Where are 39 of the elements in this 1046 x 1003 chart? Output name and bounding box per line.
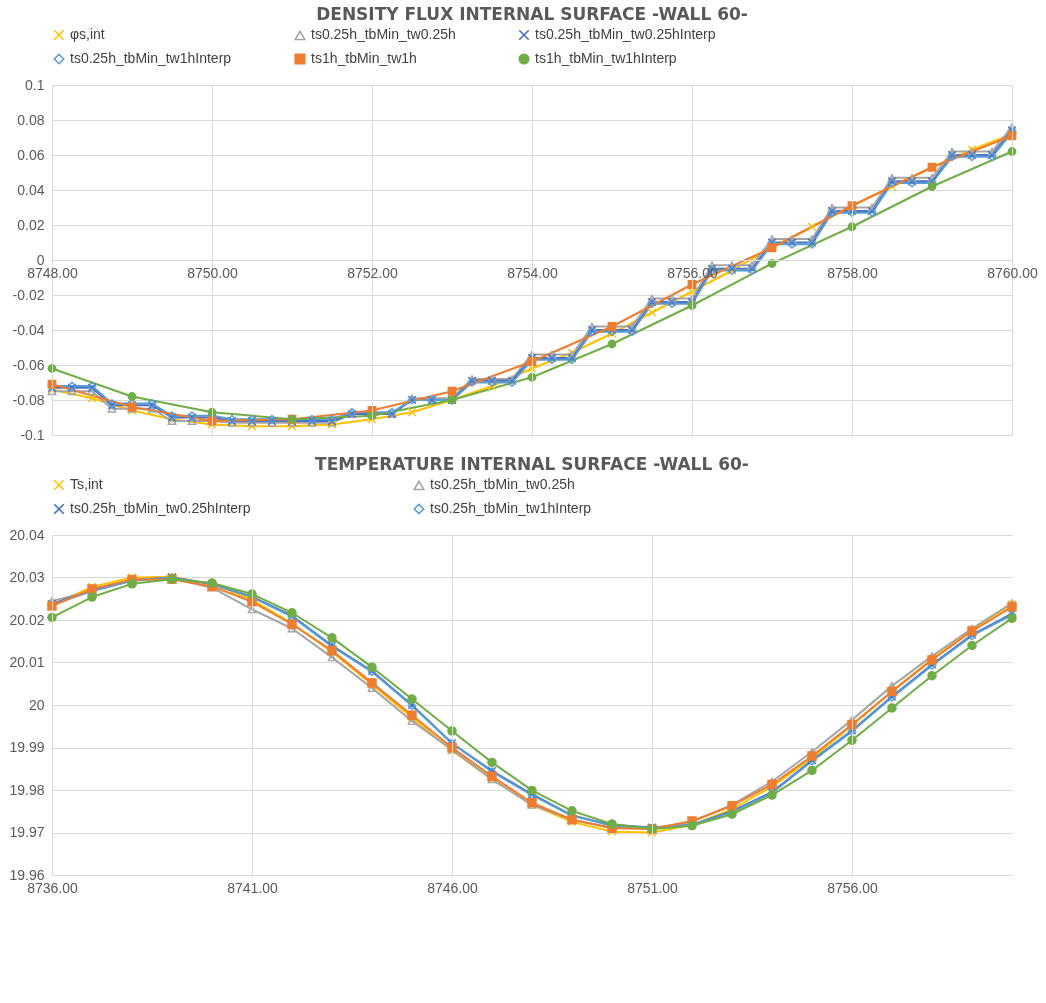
y-tick-label: 20.01 (9, 654, 45, 670)
y-tick-label: 19.97 (9, 824, 45, 840)
y-tick-label: -0.04 (12, 321, 45, 338)
legend-label: Ts,int (70, 476, 103, 493)
y-tick-label: -0.1 (20, 426, 45, 443)
y-tick-label: -0.02 (12, 286, 45, 303)
x-tick-label: 8751.00 (627, 879, 679, 896)
legend-label: ts1h_tbMin_tw1h (311, 50, 417, 66)
x-tick-label: 8760.00 (987, 264, 1039, 281)
y-tick-label: 0.02 (17, 216, 45, 233)
chart-title: TEMPERATURE INTERNAL SURFACE -WALL 60- (315, 454, 749, 474)
y-tick-label: 20.02 (9, 611, 45, 628)
y-tick-label: 0.1 (25, 76, 45, 93)
chart-title: DENSITY FLUX INTERNAL SURFACE -WALL 60- (316, 4, 748, 24)
y-tick-label: 19.99 (9, 739, 45, 755)
legend-label: ts0.25h_tbMin_tw0.25hInterp (70, 500, 251, 516)
legend-label: ts0.25h_tbMin_tw1hInterp (70, 50, 232, 66)
x-tick-label: 8750.00 (187, 264, 239, 281)
y-tick-label: 20.03 (9, 569, 45, 585)
legend-label: φs,int (70, 26, 105, 43)
legend-label: ts0.25h_tbMin_tw0.25h (430, 476, 575, 493)
y-tick-label: -0.06 (12, 356, 45, 373)
y-tick-label: 0.08 (17, 111, 45, 128)
y-tick-label: 20.04 (9, 526, 45, 543)
y-tick-label: 0.06 (17, 146, 45, 163)
y-tick-label: 0.04 (17, 181, 45, 198)
x-tick-label: 8754.00 (507, 264, 559, 281)
legend-label: ts0.25h_tbMin_tw1hInterp (430, 500, 592, 516)
y-tick-label: 19.98 (9, 781, 45, 798)
legend-label: ts0.25h_tbMin_tw0.25hInterp (535, 26, 716, 43)
legend-label: ts0.25h_tbMin_tw0.25h (311, 26, 456, 43)
y-tick-label: -0.08 (12, 391, 45, 408)
legend-label: ts1h_tbMin_tw1hInterp (535, 50, 677, 66)
y-tick-label: 20 (28, 696, 45, 713)
x-tick-label: 8746.00 (427, 879, 479, 896)
x-tick-label: 8758.00 (827, 264, 879, 281)
x-tick-label: 8741.00 (227, 879, 279, 896)
x-tick-label: 8752.00 (347, 264, 399, 281)
x-tick-label: 8756.00 (827, 879, 879, 896)
